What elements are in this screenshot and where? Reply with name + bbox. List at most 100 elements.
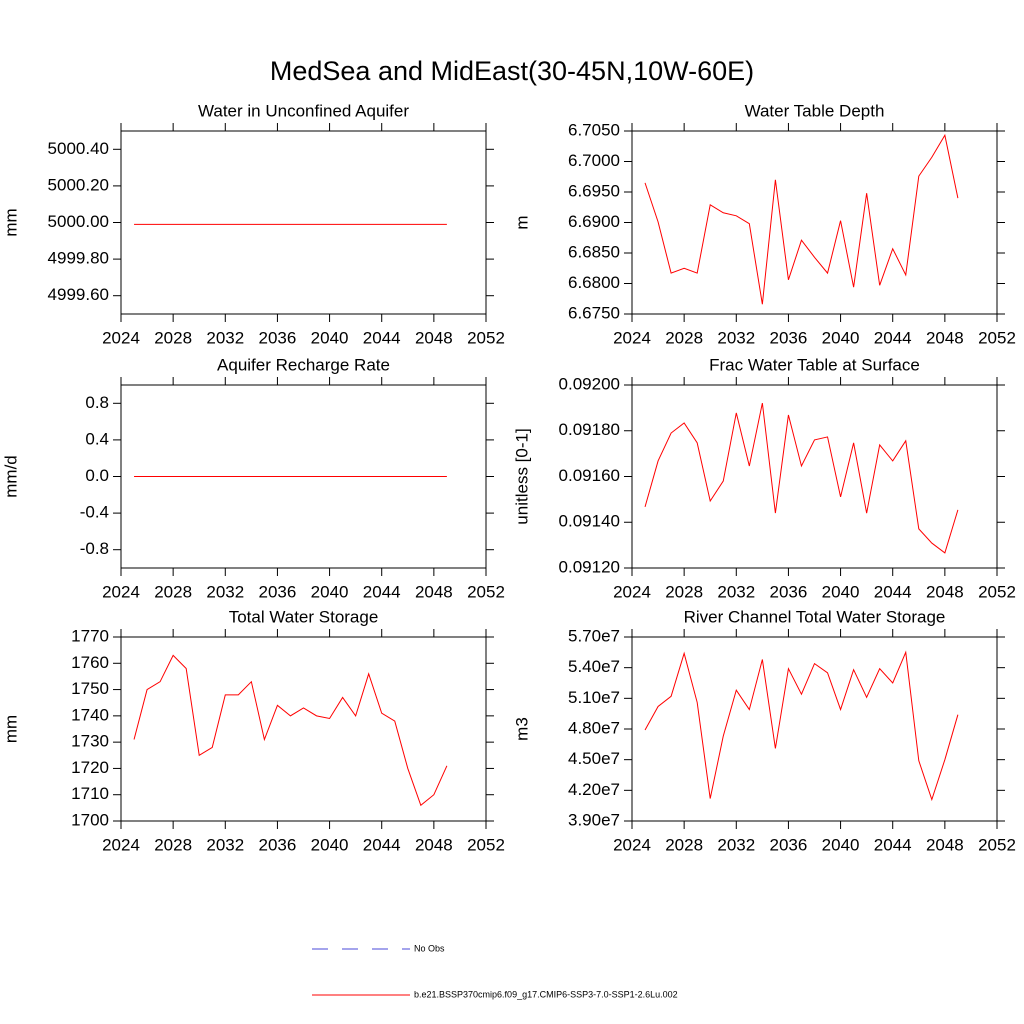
x-tick-label: 2036 (770, 582, 808, 601)
x-tick-label: 2048 (415, 582, 453, 601)
data-line (644, 402, 959, 554)
x-tick-label: 2048 (415, 835, 453, 854)
plot-frame (120, 636, 487, 822)
y-tick-label: 4.80e7 (568, 718, 620, 737)
x-tick-label: 2028 (154, 835, 192, 854)
data-line (644, 133, 959, 305)
y-tick-label: 5.40e7 (568, 657, 620, 676)
y-tick-label: 5000.00 (48, 212, 109, 231)
x-tick-label: 2032 (206, 582, 244, 601)
x-tick-label: 2032 (206, 328, 244, 347)
y-tick-label: 1740 (71, 705, 109, 724)
y-tick-label: 4999.60 (48, 285, 109, 304)
x-tick-label: 2044 (874, 582, 912, 601)
panel-title: Water Table Depth (745, 101, 885, 120)
y-tick-label: 6.6750 (568, 303, 620, 322)
legend-label: b.e21.BSSP370cmip6.f09_g17.CMIP6-SSP3-7.… (414, 989, 678, 999)
x-tick-label: 2028 (154, 328, 192, 347)
y-tick-label: 5.10e7 (568, 688, 620, 707)
y-tick-label: 0.09140 (559, 512, 620, 531)
y-tick-label: 1750 (71, 679, 109, 698)
x-tick-label: 2040 (822, 328, 860, 347)
x-tick-label: 2036 (770, 835, 808, 854)
x-tick-label: 2040 (311, 582, 349, 601)
x-tick-label: 2048 (415, 328, 453, 347)
y-tick-label: 6.6900 (568, 212, 620, 231)
y-tick-label: 5.70e7 (568, 626, 620, 645)
y-tick-label: 6.6800 (568, 273, 620, 292)
x-tick-label: 2040 (311, 835, 349, 854)
y-tick-label: 4.20e7 (568, 780, 620, 799)
y-tick-label: 0.8 (85, 393, 109, 412)
y-tick-label: 1760 (71, 653, 109, 672)
x-tick-label: 2028 (154, 582, 192, 601)
x-tick-label: 2044 (363, 582, 401, 601)
x-tick-label: 2044 (874, 328, 912, 347)
x-tick-label: 2044 (363, 835, 401, 854)
x-tick-label: 2024 (102, 835, 140, 854)
legend-label: No Obs (414, 943, 445, 953)
y-tick-label: 0.09160 (559, 466, 620, 485)
y-tick-label: 3.90e7 (568, 810, 620, 829)
y-axis-label: mm (1, 208, 20, 236)
y-axis-label: mm (1, 715, 20, 743)
y-tick-label: 6.7000 (568, 151, 620, 170)
y-axis-label: m (512, 215, 531, 229)
x-tick-label: 2040 (311, 328, 349, 347)
y-tick-label: 0.4 (85, 429, 109, 448)
panel-title: Aquifer Recharge Rate (217, 355, 390, 374)
y-tick-label: 0.09180 (559, 420, 620, 439)
y-tick-label: 1720 (71, 758, 109, 777)
y-tick-label: 6.6950 (568, 181, 620, 200)
x-tick-label: 2036 (259, 835, 297, 854)
x-tick-label: 2036 (259, 328, 297, 347)
x-tick-label: 2052 (978, 835, 1016, 854)
y-tick-label: 6.6850 (568, 242, 620, 261)
x-tick-label: 2024 (613, 328, 651, 347)
data-line (644, 650, 959, 802)
x-tick-label: 2052 (467, 582, 505, 601)
x-tick-label: 2024 (102, 328, 140, 347)
y-axis-label: unitless [0-1] (512, 428, 531, 524)
y-tick-label: 5000.20 (48, 175, 109, 194)
x-tick-label: 2032 (717, 582, 755, 601)
x-tick-label: 2028 (665, 582, 703, 601)
x-tick-label: 2052 (467, 835, 505, 854)
x-tick-label: 2036 (259, 582, 297, 601)
y-tick-label: 1730 (71, 732, 109, 751)
y-tick-label: 0.09120 (559, 557, 620, 576)
x-tick-label: 2044 (363, 328, 401, 347)
y-tick-label: 6.7050 (568, 120, 620, 139)
y-tick-label: 5000.40 (48, 139, 109, 158)
y-tick-label: 4.50e7 (568, 749, 620, 768)
x-tick-label: 2040 (822, 582, 860, 601)
x-tick-label: 2048 (926, 835, 964, 854)
x-tick-label: 2028 (665, 328, 703, 347)
y-axis-label: mm/d (1, 455, 20, 498)
panel-title: Frac Water Table at Surface (709, 355, 920, 374)
y-tick-label: -0.8 (80, 539, 109, 558)
x-tick-label: 2036 (770, 328, 808, 347)
y-tick-label: 4999.80 (48, 249, 109, 268)
y-tick-label: 1770 (71, 626, 109, 645)
x-tick-label: 2024 (102, 582, 140, 601)
x-tick-label: 2048 (926, 582, 964, 601)
x-tick-label: 2048 (926, 328, 964, 347)
panel-title: Total Water Storage (229, 607, 379, 626)
y-tick-label: 1700 (71, 810, 109, 829)
x-tick-label: 2032 (717, 328, 755, 347)
x-tick-label: 2052 (467, 328, 505, 347)
figure-title: MedSea and MidEast(30-45N,10W-60E) (270, 56, 754, 86)
panel-title: River Channel Total Water Storage (684, 607, 946, 626)
y-tick-label: -0.4 (80, 503, 109, 522)
x-tick-label: 2032 (206, 835, 244, 854)
y-tick-label: 0.0 (85, 466, 109, 485)
panel-title: Water in Unconfined Aquifer (198, 101, 409, 120)
y-tick-label: 1710 (71, 784, 109, 803)
x-tick-label: 2052 (978, 328, 1016, 347)
x-tick-label: 2040 (822, 835, 860, 854)
y-tick-label: 0.09200 (559, 374, 620, 393)
x-tick-label: 2052 (978, 582, 1016, 601)
